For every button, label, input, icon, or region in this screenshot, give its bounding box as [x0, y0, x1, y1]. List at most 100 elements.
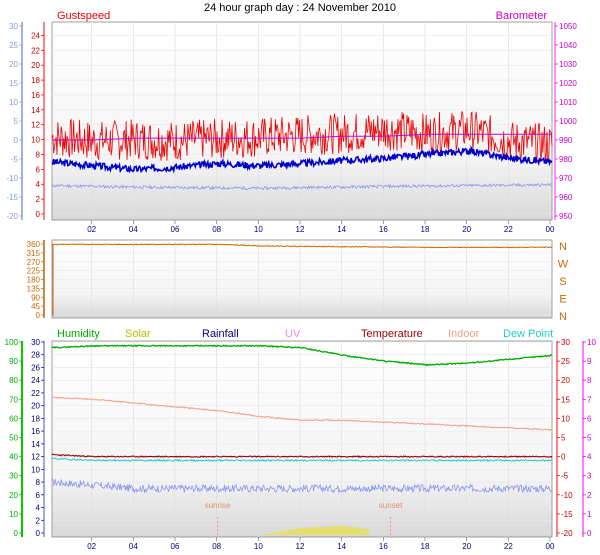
panel-2-compass-0: N: [559, 241, 567, 253]
panel-2-compass-1: W: [558, 259, 569, 271]
panel-3-right-inner-ytick-label--5: -5: [561, 472, 569, 481]
series-dew-point-line: [51, 457, 553, 463]
panel-3-right-outer-ytick-label-5: 5: [587, 434, 592, 443]
panel-3-left-outer-ytick-label-100: 100: [5, 338, 19, 347]
panel-1-right-ytick-label-950: 950: [559, 212, 573, 221]
panel-1-time-label-12: 12: [296, 225, 305, 234]
panel-1-left-outer-ytick-label-10: 10: [9, 98, 18, 107]
panel-1-time-label-14: 14: [337, 225, 346, 234]
panel-2-left-ytick-label-45: 45: [31, 302, 40, 311]
panel-3-ticks: 1009080706050403020100302826242220181614…: [5, 338, 597, 551]
panel-3-plot-area: [51, 340, 553, 538]
panel-3-time-label-22: 22: [504, 542, 513, 551]
panel-2-compass-2: S: [559, 276, 566, 288]
panel-3-left-inner-ytick-label-4: 4: [36, 504, 41, 513]
panel-1-left-inner-ytick-label-18: 18: [31, 76, 40, 85]
panel-3-time-label-18: 18: [421, 542, 430, 551]
gustspeed-label: Gustspeed: [57, 10, 110, 22]
panel-3-right-outer-ytick-label-3: 3: [587, 472, 592, 481]
panel-1-left-inner-ytick-label-14: 14: [31, 106, 40, 115]
series-blue-line: [51, 145, 553, 174]
environment-panel: Humidity Solar Rainfall UV Temperature I…: [5, 328, 597, 551]
panel-1-ticks: 302520151050-5-10-15-2024222018161412108…: [6, 22, 577, 234]
panel-1-left-outer-ytick-label-25: 25: [9, 41, 18, 50]
sunrise-label: sunrise: [205, 501, 231, 510]
panel-1-left-inner-ytick-label-8: 8: [36, 150, 41, 159]
panel-1-time-label-00: 00: [546, 225, 555, 234]
panel-1-left-inner-ytick-label-12: 12: [31, 121, 40, 130]
panel-3-left-inner-ytick-label-6: 6: [36, 491, 41, 500]
legend-humidity: Humidity: [57, 328, 100, 340]
panel-3-left-inner-ytick-label-26: 26: [31, 363, 40, 372]
panel-3-left-outer-ytick-label-50: 50: [9, 434, 18, 443]
panel-3-left-inner-ytick-label-24: 24: [31, 376, 40, 385]
legend-temperature: Temperature: [361, 328, 423, 340]
panel-3-right-outer-ytick-label-7: 7: [587, 395, 592, 404]
panel-1-left-outer-ytick-label-20: 20: [9, 60, 18, 69]
panel-3-time-label-10: 10: [254, 542, 263, 551]
panel-1-left-outer-ytick-label-30: 30: [9, 22, 18, 31]
panel-3-left-outer-ytick-label-0: 0: [14, 529, 19, 538]
panel-1-left-inner-ytick-label-20: 20: [31, 61, 40, 70]
panel-1-left-inner-ytick-label-0: 0: [36, 210, 41, 219]
panel-3-grid: [52, 341, 552, 537]
panel-1-time-label-02: 02: [87, 225, 96, 234]
series-solar-area: [249, 526, 369, 535]
panel-3-right-inner-ytick-label-30: 30: [561, 338, 570, 347]
panel-3-right-inner-ytick-label-0: 0: [561, 453, 566, 462]
panel-1-series: [51, 111, 553, 191]
panel-1-left-outer-ytick-label--5: -5: [11, 155, 19, 164]
panel-3-time-label-02: 02: [87, 542, 96, 551]
panel-3-right-outer-ytick-label-1: 1: [587, 510, 592, 519]
panel-1-left-inner-ytick-label-22: 22: [31, 46, 40, 55]
panel-1-left-outer-ytick-label--10: -10: [6, 174, 18, 183]
panel-3-time-label-06: 06: [171, 542, 180, 551]
panel-3-time-label-08: 08: [212, 542, 221, 551]
panel-1-right-ytick-label-1050: 1050: [559, 22, 577, 31]
panel-3-time-label-20: 20: [462, 542, 471, 551]
panel-3-time-label-14: 14: [337, 542, 346, 551]
panel-3-left-inner-ytick-label-2: 2: [36, 516, 41, 525]
panel-3-left-inner-ytick-label-16: 16: [31, 427, 40, 436]
panel-3-left-inner-ytick-label-12: 12: [31, 453, 40, 462]
gust-barometer-panel: Gustspeed Barometer 302520151050-5-10-15…: [6, 10, 577, 234]
panel-2-left-ytick-label-270: 270: [27, 258, 41, 267]
panel-1-left-inner-ytick-label-4: 4: [36, 180, 41, 189]
legend-uv: UV: [285, 328, 301, 340]
panel-3-left-inner-ytick-label-20: 20: [31, 402, 40, 411]
panel-3-right-outer-ytick-label-6: 6: [587, 414, 592, 423]
panel-3-right-inner-ytick-label--20: -20: [561, 529, 573, 538]
panel-1-left-outer-ytick-label-0: 0: [14, 136, 19, 145]
panel-3-legend: Humidity Solar Rainfall UV Temperature I…: [57, 328, 553, 340]
series-humidity-line: [51, 344, 553, 367]
series-light-blue-line: [51, 478, 553, 494]
panel-1-left-outer-ytick-label--20: -20: [6, 212, 18, 221]
series-indoor-line: [51, 396, 553, 431]
panel-3-left-inner-ytick-label-10: 10: [31, 465, 40, 474]
page-title: 24 hour graph day : 24 November 2010: [204, 2, 396, 14]
panel-3-left-outer-ytick-label-20: 20: [9, 491, 18, 500]
panel-1-left-inner-ytick-label-10: 10: [31, 136, 40, 145]
panel-3-right-outer-ytick-label-4: 4: [587, 453, 592, 462]
sunset-label: sunset: [379, 501, 403, 510]
panel-1-right-ytick-label-1020: 1020: [559, 79, 577, 88]
panel-1-right-ytick-label-1030: 1030: [559, 60, 577, 69]
panel-3-time-label-12: 12: [296, 542, 305, 551]
panel-3-right-outer-ytick-label-9: 9: [587, 357, 592, 366]
series-barometer-line: [52, 133, 552, 141]
series-light-blue-line: [51, 182, 553, 191]
panel-2-left-ytick-label-135: 135: [27, 284, 41, 293]
panel-2-left-ytick-label-225: 225: [27, 267, 41, 276]
legend-solar: Solar: [125, 328, 151, 340]
panel-1-time-label-18: 18: [421, 225, 430, 234]
panel-1-left-inner-ytick-label-2: 2: [36, 195, 41, 204]
panel-2-left-ytick-label-0: 0: [36, 311, 41, 320]
barometer-label: Barometer: [496, 10, 548, 22]
panel-1-time-label-20: 20: [462, 225, 471, 234]
panel-3-left-outer-ytick-label-80: 80: [9, 376, 18, 385]
panel-1-right-ytick-label-960: 960: [559, 193, 573, 202]
panel-3-right-inner-ytick-label--10: -10: [561, 491, 573, 500]
panel-3-right-inner-ytick-label-25: 25: [561, 357, 570, 366]
